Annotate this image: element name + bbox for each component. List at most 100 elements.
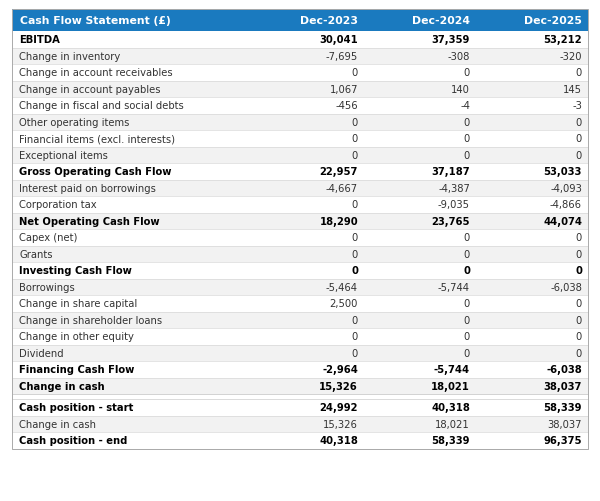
Text: 0: 0 (576, 150, 582, 160)
Text: 96,375: 96,375 (544, 435, 582, 445)
Text: Change in inventory: Change in inventory (19, 52, 120, 62)
Text: 145: 145 (563, 85, 582, 95)
Bar (12, 196, 588, 213)
Text: -5,464: -5,464 (326, 282, 358, 292)
Text: 0: 0 (352, 200, 358, 210)
Text: 38,037: 38,037 (544, 381, 582, 391)
Text: 53,033: 53,033 (544, 167, 582, 177)
Text: 0: 0 (576, 249, 582, 259)
Text: 0: 0 (464, 299, 470, 309)
Bar (12, 416, 588, 432)
Bar (12, 147, 588, 164)
Text: -4: -4 (460, 101, 470, 111)
Text: 1,067: 1,067 (329, 85, 358, 95)
Text: -308: -308 (448, 52, 470, 62)
Text: 0: 0 (464, 233, 470, 243)
Text: 0: 0 (464, 348, 470, 358)
Text: -5,744: -5,744 (434, 365, 470, 375)
Text: Other operating items: Other operating items (19, 118, 130, 127)
Bar (364, 10, 476, 32)
Text: Change in fiscal and social debts: Change in fiscal and social debts (19, 101, 184, 111)
Bar (12, 81, 588, 98)
Text: 40,318: 40,318 (319, 435, 358, 445)
Text: -4,866: -4,866 (550, 200, 582, 210)
Bar (12, 279, 588, 296)
Text: -5,744: -5,744 (438, 282, 470, 292)
Text: Gross Operating Cash Flow: Gross Operating Cash Flow (19, 167, 172, 177)
Text: 0: 0 (464, 332, 470, 342)
Text: 140: 140 (451, 85, 470, 95)
Bar (12, 10, 588, 448)
Text: 53,212: 53,212 (544, 35, 582, 45)
Text: 15,326: 15,326 (319, 381, 358, 391)
Text: 0: 0 (576, 332, 582, 342)
Text: 40,318: 40,318 (431, 402, 470, 412)
Bar (12, 399, 588, 416)
Text: 0: 0 (352, 332, 358, 342)
Bar (12, 49, 588, 65)
Text: 0: 0 (463, 266, 470, 276)
Text: Grants: Grants (19, 249, 53, 259)
Bar (12, 131, 588, 147)
Text: Dec-2025: Dec-2025 (524, 16, 582, 26)
Text: Dec-2023: Dec-2023 (300, 16, 358, 26)
Bar (12, 246, 588, 263)
Text: -9,035: -9,035 (438, 200, 470, 210)
Text: 23,765: 23,765 (431, 216, 470, 226)
Text: 18,021: 18,021 (431, 381, 470, 391)
Text: 0: 0 (351, 266, 358, 276)
Text: 2,500: 2,500 (329, 299, 358, 309)
Text: 0: 0 (464, 118, 470, 127)
Text: 0: 0 (352, 150, 358, 160)
Text: Borrowings: Borrowings (19, 282, 75, 292)
Text: 0: 0 (576, 68, 582, 78)
Bar (12, 164, 588, 180)
Text: 0: 0 (576, 315, 582, 325)
Bar (252, 10, 364, 32)
Text: 0: 0 (464, 150, 470, 160)
Bar (12, 213, 588, 229)
Text: 18,021: 18,021 (435, 419, 470, 429)
Bar (12, 32, 588, 49)
Text: Change in shareholder loans: Change in shareholder loans (19, 315, 162, 325)
Text: Cash Flow Statement (£): Cash Flow Statement (£) (20, 16, 171, 26)
Text: 0: 0 (576, 233, 582, 243)
Bar (12, 65, 588, 81)
Text: Dividend: Dividend (19, 348, 64, 358)
Text: 0: 0 (575, 266, 582, 276)
Text: 30,041: 30,041 (319, 35, 358, 45)
Text: 0: 0 (576, 299, 582, 309)
Text: -2,964: -2,964 (322, 365, 358, 375)
Text: Change in cash: Change in cash (19, 381, 104, 391)
Text: EBITDA: EBITDA (19, 35, 60, 45)
Text: 0: 0 (352, 233, 358, 243)
Text: -4,387: -4,387 (438, 183, 470, 193)
Text: Interest paid on borrowings: Interest paid on borrowings (19, 183, 156, 193)
Text: 0: 0 (576, 134, 582, 144)
Bar (12, 10, 252, 32)
Text: Corporation tax: Corporation tax (19, 200, 97, 210)
Text: -456: -456 (335, 101, 358, 111)
Text: 0: 0 (352, 118, 358, 127)
Text: 0: 0 (576, 118, 582, 127)
Text: 0: 0 (576, 348, 582, 358)
Text: 0: 0 (464, 68, 470, 78)
Text: 24,992: 24,992 (320, 402, 358, 412)
Text: 44,074: 44,074 (543, 216, 582, 226)
Text: 0: 0 (352, 134, 358, 144)
Text: 0: 0 (464, 134, 470, 144)
Text: -320: -320 (560, 52, 582, 62)
Bar (476, 10, 588, 32)
Text: Cash position - end: Cash position - end (19, 435, 127, 445)
Text: 0: 0 (352, 348, 358, 358)
Text: Investing Cash Flow: Investing Cash Flow (19, 266, 132, 276)
Text: Financing Cash Flow: Financing Cash Flow (19, 365, 134, 375)
Bar (12, 345, 588, 361)
Text: -6,038: -6,038 (550, 282, 582, 292)
Text: -7,695: -7,695 (326, 52, 358, 62)
Text: 0: 0 (352, 249, 358, 259)
Text: Change in account payables: Change in account payables (19, 85, 161, 95)
Text: 58,339: 58,339 (431, 435, 470, 445)
Bar (12, 312, 588, 328)
Text: -4,667: -4,667 (326, 183, 358, 193)
